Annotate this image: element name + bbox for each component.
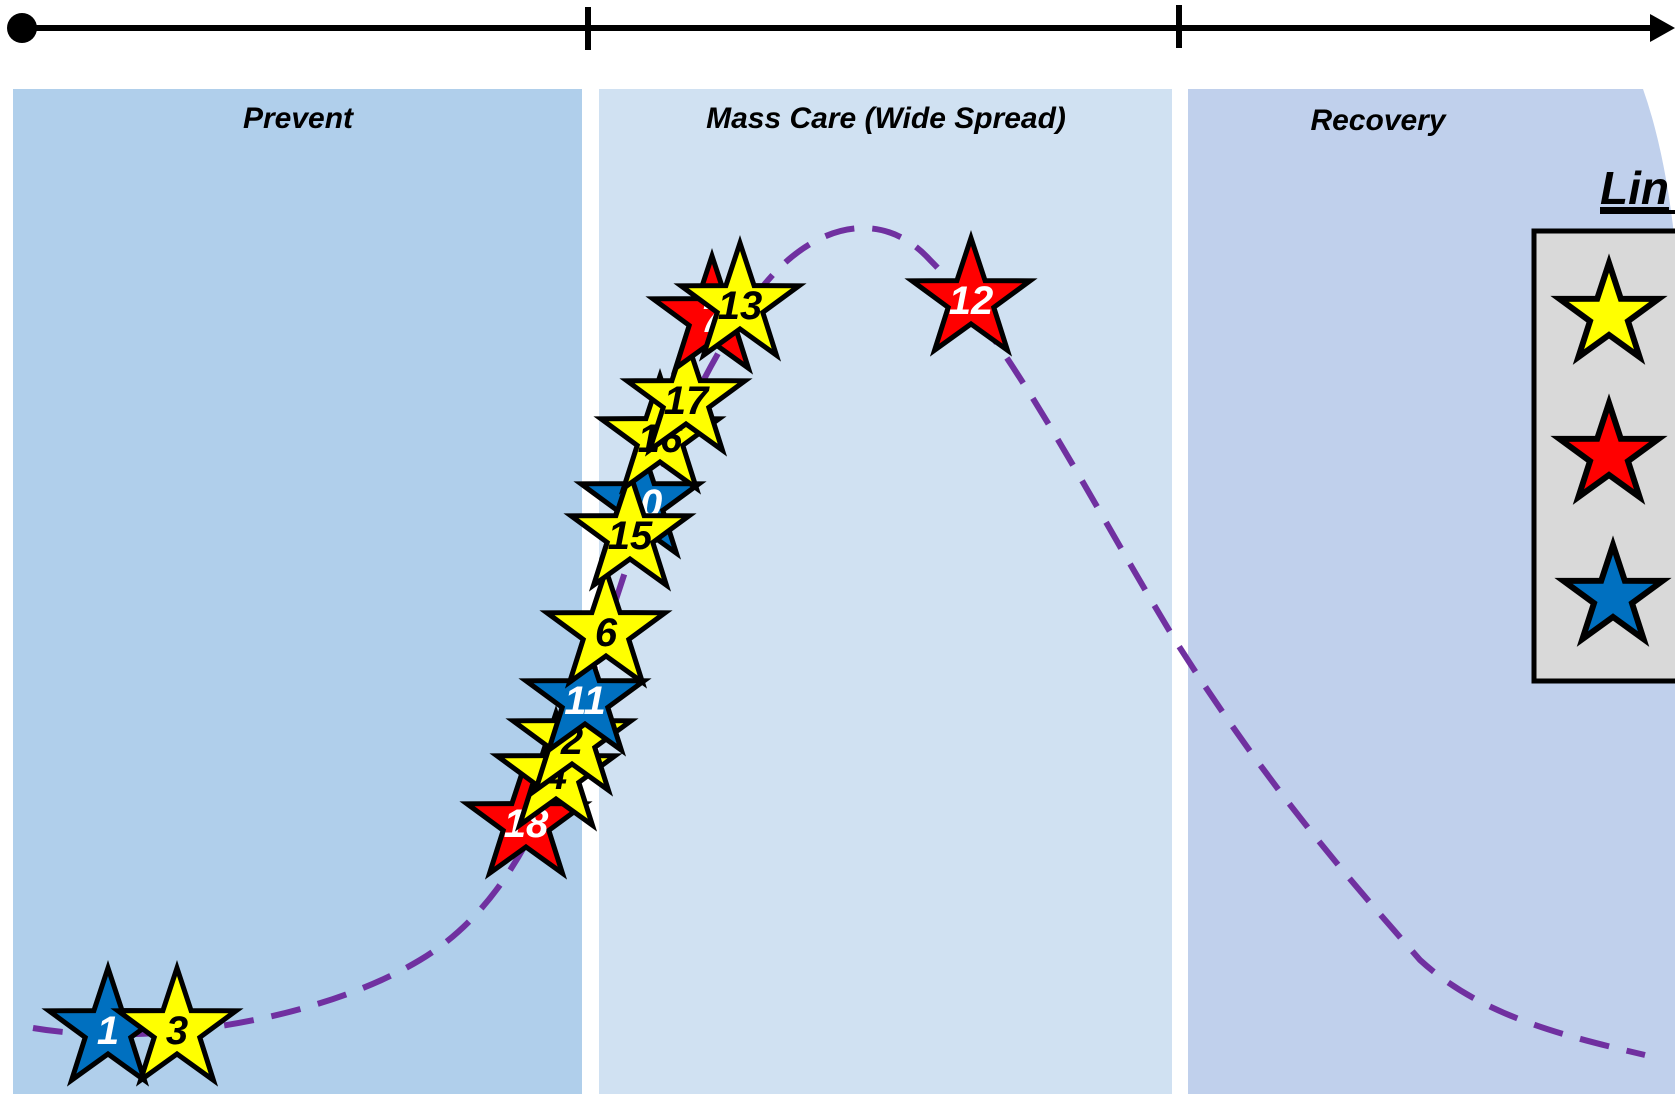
star-yellow-icon [673,235,807,362]
star-marker-17: 17 [619,330,753,457]
star-number: 6 [595,611,618,655]
markers-layer: 1318421161015161771312 [41,230,1038,1087]
timeline-arrowhead-icon [1650,14,1675,42]
phase-band-mass-care [599,89,1172,1094]
star-number: 12 [949,279,994,323]
blue-star-icon [1554,535,1672,647]
star-marker-11: 11 [518,630,652,757]
yellow-star-icon [1550,253,1668,365]
phase-band-prevent [13,89,582,1094]
phase-label-mass-care: Mass Care (Wide Spread) [706,102,1066,135]
legend-title: Lin [1600,162,1669,214]
outbreak-curve [32,225,1646,1058]
star-yellow-icon [563,465,697,592]
star-number: 15 [608,514,653,558]
star-number: 13 [718,284,763,328]
star-yellow-icon [539,562,673,689]
star-number: 11 [564,679,606,723]
star-red-icon [904,230,1038,357]
star-marker-15: 15 [563,465,697,592]
star-yellow-icon [619,330,753,457]
star-number: 1 [97,1009,119,1053]
star-marker-6: 6 [539,562,673,689]
star-marker-12: 12 [904,230,1038,357]
star-marker-3: 3 [110,960,244,1087]
phase-label-recovery: Recovery [1310,104,1446,137]
star-number: 17 [664,379,710,423]
star-yellow-icon [110,960,244,1087]
star-blue-icon [518,630,652,757]
star-number: 3 [166,1009,188,1053]
red-star-icon [1550,393,1668,505]
star-marker-13: 13 [673,235,807,362]
phase-label-prevent: Prevent [243,102,355,135]
legend-items [1550,253,1672,647]
timeline-start-dot [7,13,37,43]
